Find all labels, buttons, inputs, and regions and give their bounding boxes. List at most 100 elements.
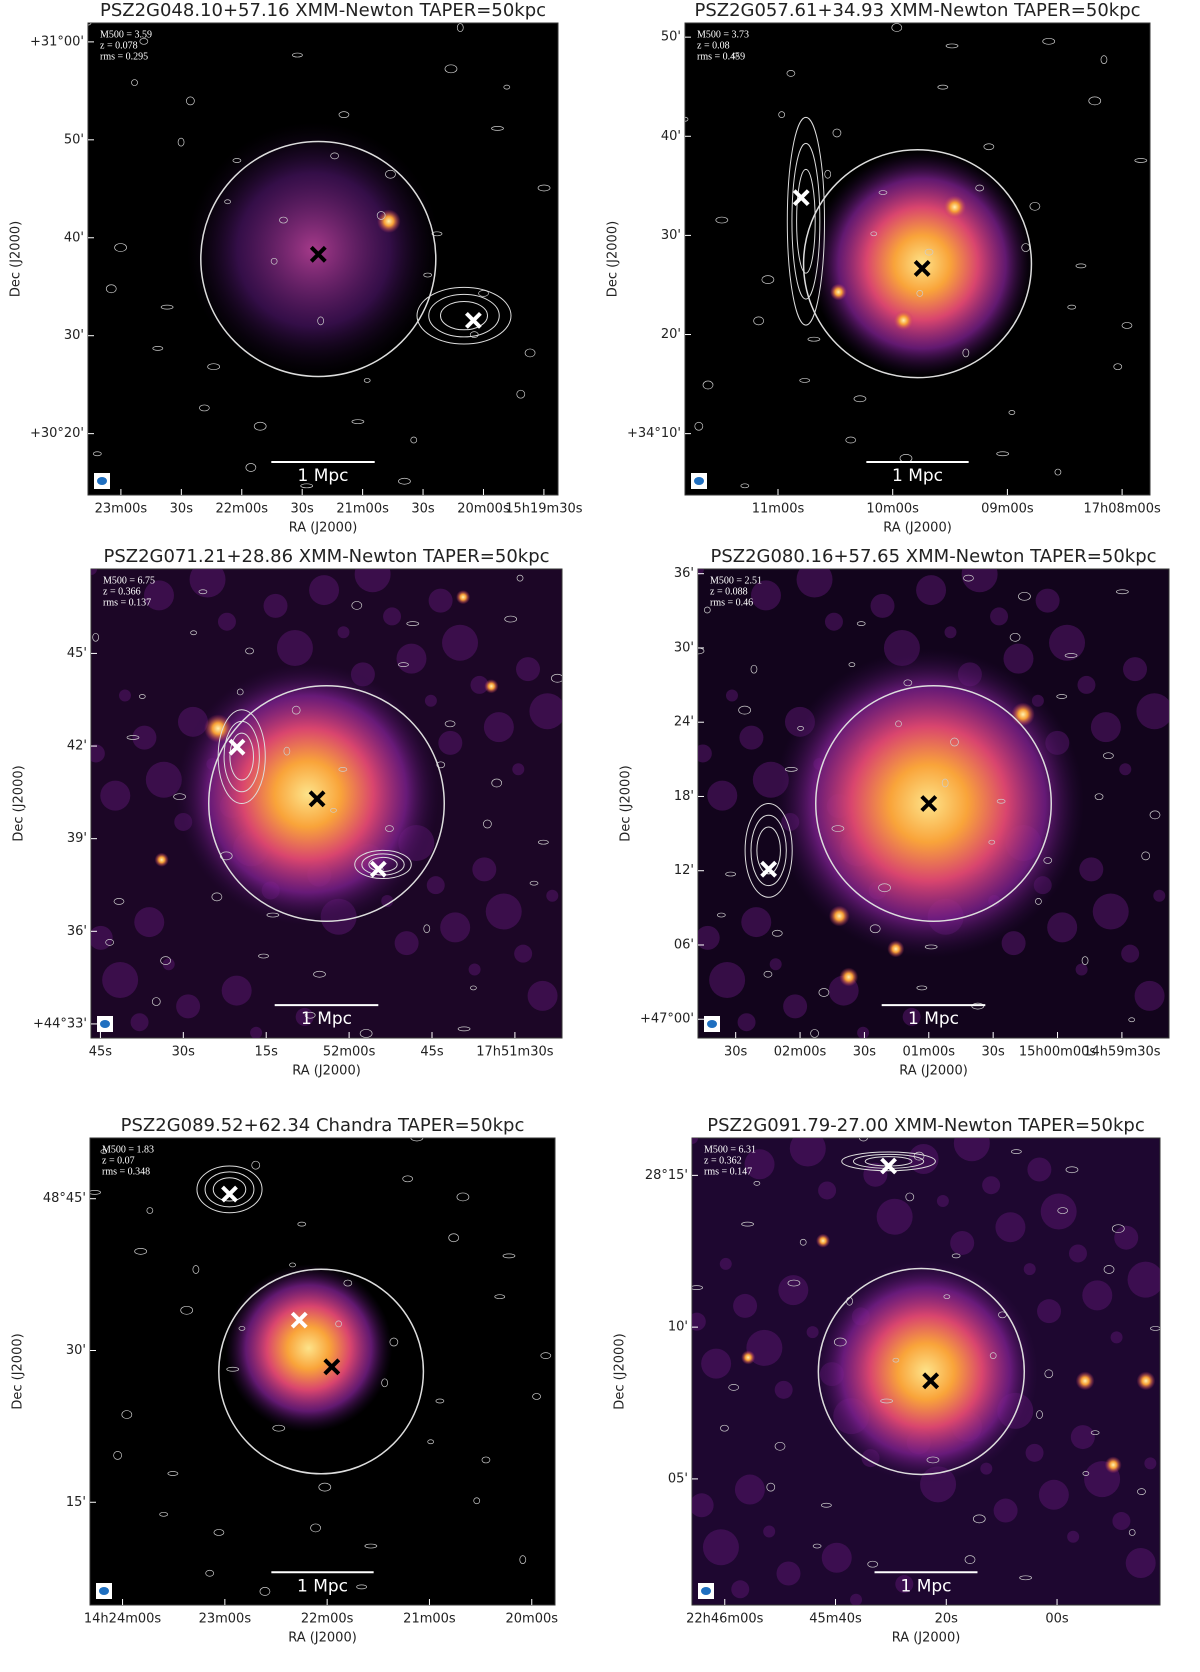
info-line: rms = 0.348	[102, 1166, 150, 1177]
noise-blob	[483, 712, 514, 743]
radio-contour	[338, 111, 350, 119]
noise-blob	[1114, 1225, 1139, 1250]
radio-contour	[330, 152, 339, 160]
radio-contour	[732, 52, 739, 58]
radio-contour	[692, 1285, 703, 1290]
point-source	[1136, 1371, 1156, 1391]
noise-blob	[354, 569, 391, 593]
y-axis-label: Dec (J2000)	[12, 765, 27, 841]
radio-contour	[774, 1441, 786, 1451]
radio-contour	[266, 912, 280, 918]
radio-contour	[138, 694, 146, 699]
radio-contour	[1141, 851, 1151, 861]
radio-contour	[1082, 1471, 1090, 1476]
radio-contour	[945, 43, 959, 49]
radio-contour	[951, 1253, 961, 1259]
noise-blob	[709, 962, 746, 999]
radio-contour	[786, 116, 826, 326]
noise-blob	[739, 725, 764, 750]
radio-contour	[1128, 1529, 1136, 1536]
noise-blob	[100, 780, 131, 811]
noise-blob	[1003, 643, 1034, 674]
radio-contour	[180, 1305, 194, 1315]
radio-contour	[364, 1543, 378, 1549]
noise-blob	[1079, 857, 1104, 882]
point-source	[456, 590, 471, 605]
radio-contour	[229, 732, 254, 781]
noise-blob	[944, 626, 957, 639]
info-line: M500 = 3.59	[100, 29, 152, 40]
x-tick-label: 20m00s	[457, 502, 510, 517]
y-axis-label: Dec (J2000)	[9, 221, 24, 297]
radio-contour	[160, 956, 171, 965]
radio-contour	[190, 630, 197, 636]
cross-marker	[880, 1157, 897, 1175]
radio-contour	[436, 761, 446, 769]
radio-contour	[385, 169, 396, 179]
scale-bar-label: 1 Mpc	[908, 1009, 959, 1029]
noise-blob	[1127, 1261, 1160, 1298]
radio-contour	[90, 1190, 101, 1195]
noise-blob	[701, 1348, 732, 1379]
y-tick-label: 18'	[674, 789, 694, 804]
radio-contour	[196, 1165, 263, 1214]
radio-contour	[728, 1384, 740, 1391]
cross-marker	[309, 245, 327, 263]
radio-contour	[1043, 857, 1053, 864]
cross-marker	[228, 738, 246, 756]
noise-blob	[990, 607, 1009, 626]
radio-contour	[478, 290, 489, 297]
radio-contour	[503, 84, 511, 90]
radio-contour	[338, 766, 348, 772]
radio-contour	[841, 1151, 936, 1172]
radio-contour	[703, 606, 711, 614]
radio-contour	[402, 1175, 414, 1183]
radio-contour	[351, 419, 365, 425]
noise-blob	[916, 575, 947, 606]
radio-contour	[359, 1029, 373, 1038]
noise-blob	[746, 1329, 783, 1366]
radio-contour	[491, 126, 504, 131]
radio-contour	[784, 766, 798, 772]
noise-blob	[426, 876, 445, 895]
radio-contour	[988, 839, 996, 845]
cross-marker	[221, 1185, 238, 1203]
image	[90, 1138, 552, 1596]
noise-blob	[698, 925, 720, 950]
radio-contour	[494, 1294, 506, 1300]
cross-marker	[792, 189, 810, 207]
noise-blob	[383, 607, 402, 626]
radio-contour	[941, 778, 949, 788]
radio-contour	[1150, 1326, 1160, 1331]
noise-blob	[263, 593, 288, 618]
noise-blob	[776, 1561, 801, 1586]
x-tick-label: 20m00s	[505, 1612, 558, 1627]
radio-contour	[469, 331, 479, 338]
radio-contour	[537, 184, 551, 192]
noise-blob	[698, 744, 712, 763]
noise-blob	[993, 1498, 1018, 1523]
radio-contour	[778, 111, 786, 119]
x-tick-label: 23m00s	[199, 1612, 252, 1627]
noise-blob	[1090, 712, 1121, 743]
radio-contour	[1042, 37, 1056, 45]
y-tick-label: 10'	[668, 1320, 688, 1335]
radio-contour	[797, 726, 804, 731]
radio-contour	[289, 1262, 296, 1268]
radio-contour	[300, 483, 314, 489]
panel-title: PSZ2G071.21+28.86 XMM-Newton TAPER=50kpc	[103, 546, 549, 567]
radio-contour	[1111, 1224, 1125, 1234]
radio-contour	[291, 705, 301, 715]
radio-contour	[845, 436, 857, 444]
radio-contour	[213, 1529, 225, 1536]
radio-contour	[1121, 322, 1133, 329]
info-line: M500 = 1.83	[102, 1144, 154, 1155]
noise-blob	[1110, 1331, 1123, 1344]
x-tick-label: 15s	[255, 1045, 279, 1060]
noise-blob	[189, 569, 226, 598]
noise-blob	[895, 1575, 914, 1594]
radio-contour	[1088, 96, 1102, 106]
radio-contour	[481, 1456, 491, 1464]
radio-contour	[134, 1247, 147, 1255]
